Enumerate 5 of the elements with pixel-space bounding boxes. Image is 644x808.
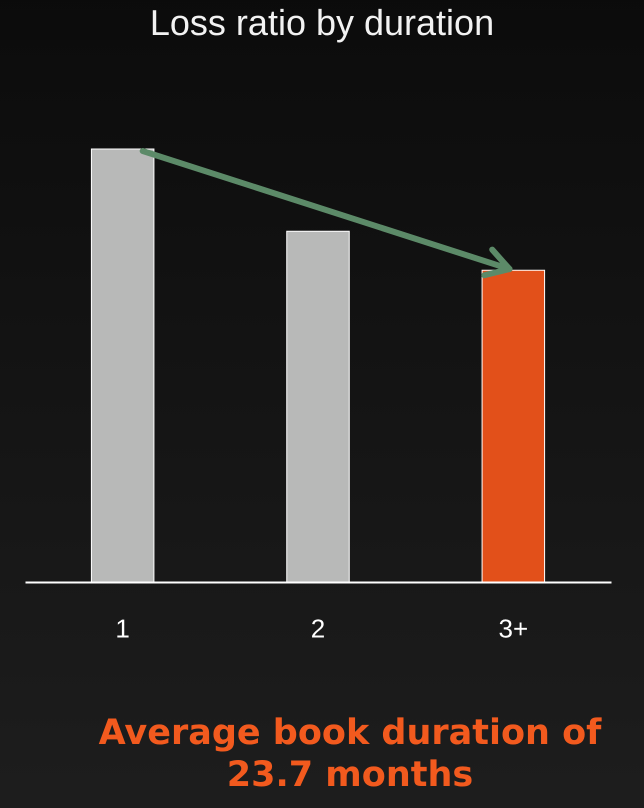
x-tick-label: 3+ — [498, 614, 528, 644]
chart-title: Loss ratio by duration — [148, 2, 496, 44]
text: Average book duration of 23.7 months — [98, 712, 603, 796]
x-tick-label: 2 — [310, 614, 326, 644]
x-tick-label: 1 — [115, 614, 130, 644]
